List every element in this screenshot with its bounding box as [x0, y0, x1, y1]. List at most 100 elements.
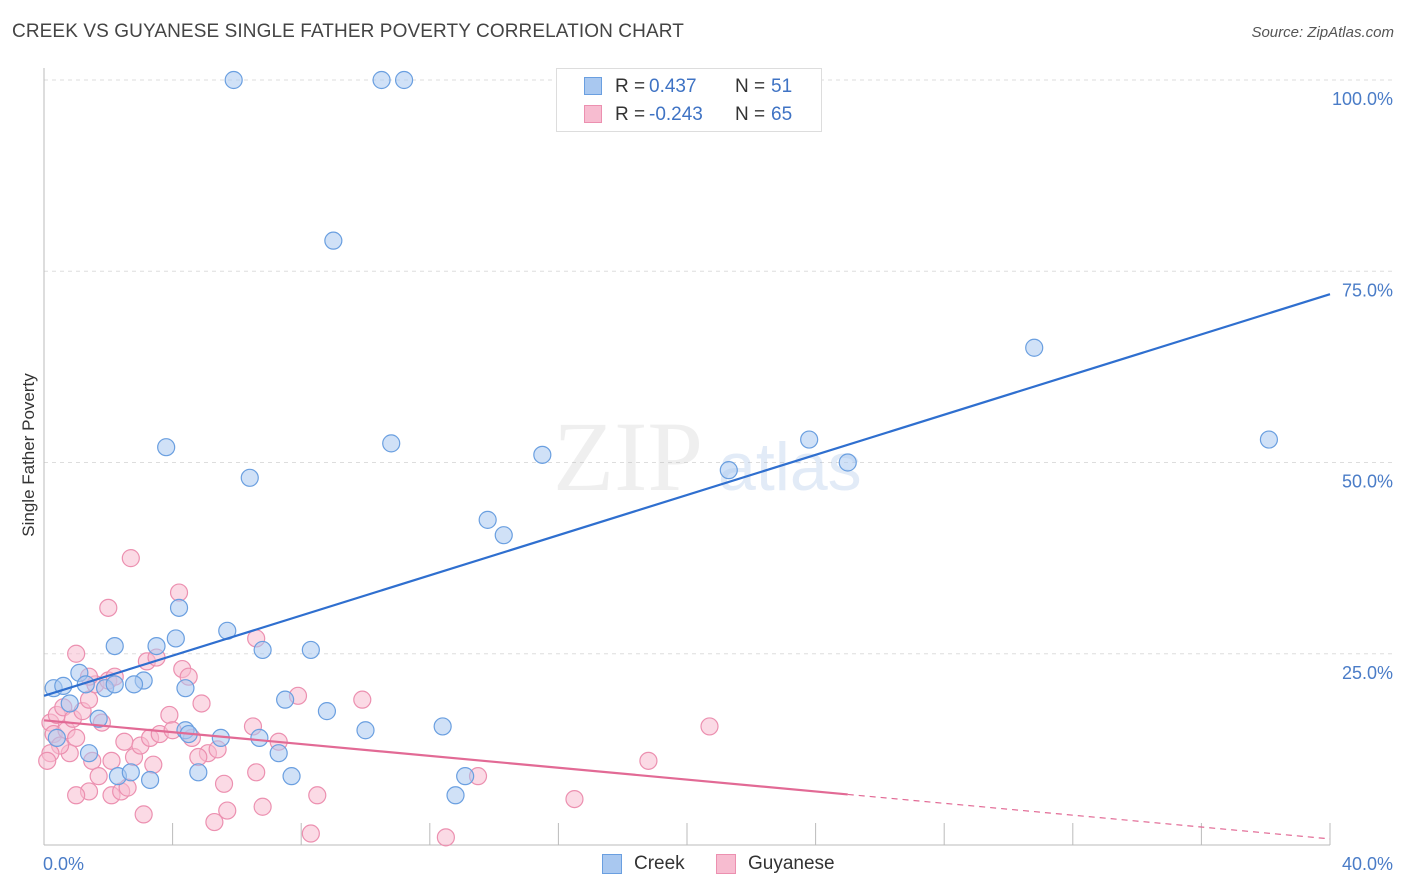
stats-legend: R = 0.437 N = 51 R = -0.243 N = 65	[556, 68, 822, 132]
guyanese-swatch	[584, 105, 602, 123]
data-point	[144, 755, 163, 774]
data-point	[433, 717, 452, 736]
legend-r-value: 0.437	[649, 76, 697, 97]
data-point	[353, 690, 372, 709]
data-point	[169, 583, 189, 602]
data-point	[166, 629, 185, 648]
legend-n-value: 51	[771, 76, 793, 97]
data-point	[67, 644, 86, 663]
data-point	[1259, 430, 1279, 449]
watermark-zip: ZIP	[553, 401, 703, 512]
legend-n-value: 65	[771, 104, 793, 125]
y-tick-label: 75.0%	[1342, 280, 1393, 300]
data-point	[247, 763, 266, 782]
data-point	[301, 640, 320, 660]
data-point	[250, 728, 269, 748]
data-point	[533, 445, 552, 464]
data-point	[105, 675, 124, 694]
data-point	[356, 721, 375, 740]
data-point	[105, 636, 124, 656]
data-point	[639, 751, 658, 770]
data-point	[565, 789, 584, 809]
data-point	[124, 675, 144, 694]
data-point	[276, 690, 295, 709]
legend-r-label: R =	[615, 76, 646, 97]
data-point	[89, 767, 108, 786]
data-point	[240, 468, 259, 487]
data-point	[140, 770, 160, 790]
data-point	[1025, 338, 1044, 357]
legend-n-label: N =	[735, 76, 766, 97]
data-point	[121, 549, 140, 568]
series-creek	[44, 70, 1279, 805]
data-point	[147, 636, 166, 656]
data-point	[47, 728, 66, 748]
data-point	[301, 824, 320, 843]
data-point	[253, 797, 272, 816]
data-point	[205, 812, 224, 832]
data-point	[838, 453, 857, 472]
data-point	[60, 694, 79, 713]
creek-swatch	[584, 77, 602, 95]
data-point	[436, 828, 455, 847]
data-point	[99, 598, 118, 617]
data-point	[282, 767, 301, 786]
data-point	[800, 430, 819, 449]
guyanese-trend-extension	[847, 793, 1331, 840]
legend-n-label: N =	[735, 104, 766, 125]
data-point	[456, 767, 475, 786]
trend-lines	[43, 293, 1331, 840]
data-point	[324, 231, 343, 250]
data-point	[224, 70, 243, 90]
data-point	[38, 751, 57, 770]
data-point	[157, 438, 176, 457]
data-point	[79, 690, 99, 709]
data-point	[102, 751, 121, 770]
source-label: Source: ZipAtlas.com	[1251, 24, 1394, 41]
data-point	[79, 744, 99, 763]
guyanese-legend-swatch	[716, 854, 736, 874]
data-point	[67, 786, 86, 805]
data-point	[67, 728, 86, 748]
data-point	[308, 786, 327, 805]
data-point	[317, 702, 337, 721]
axis-labels: Single Father Poverty 0.0% 40.0%	[19, 373, 1393, 874]
guyanese-legend-label: Guyanese	[748, 853, 835, 874]
data-point	[719, 461, 738, 480]
data-point	[269, 744, 288, 763]
creek-legend-swatch	[602, 854, 622, 874]
data-point	[218, 801, 237, 820]
data-point	[192, 694, 211, 713]
data-point	[382, 434, 401, 453]
axes	[43, 68, 1331, 846]
grid-lines: 25.0% 50.0% 75.0% 100.0%	[44, 79, 1394, 683]
x-tick-label-max: 40.0%	[1342, 854, 1393, 874]
creek-legend-label: Creek	[634, 853, 685, 874]
data-point	[214, 774, 234, 793]
legend-r-value: -0.243	[649, 104, 703, 125]
data-point	[169, 598, 189, 617]
y-tick-label: 50.0%	[1342, 472, 1393, 492]
data-point	[121, 763, 140, 782]
series-guyanese	[38, 549, 719, 847]
data-point	[176, 679, 195, 698]
watermark-atlas: atlas	[718, 429, 862, 505]
data-point	[189, 763, 208, 782]
data-point	[700, 717, 719, 736]
data-point	[115, 732, 134, 751]
data-point	[89, 709, 108, 728]
data-point	[189, 747, 208, 767]
data-point	[134, 805, 153, 824]
y-axis-label: Single Father Poverty	[19, 373, 38, 537]
watermark: ZIP atlas	[553, 401, 862, 512]
guyanese-trend-line	[43, 719, 848, 796]
y-tick-label: 100.0%	[1332, 89, 1393, 109]
data-point	[478, 510, 497, 529]
y-tick-label: 25.0%	[1342, 663, 1393, 683]
creek-trend-line	[43, 293, 1331, 697]
data-point	[253, 640, 272, 660]
legend-r-label: R =	[615, 104, 646, 125]
x-tick-label-min: 0.0%	[43, 854, 84, 874]
data-point	[446, 786, 465, 805]
